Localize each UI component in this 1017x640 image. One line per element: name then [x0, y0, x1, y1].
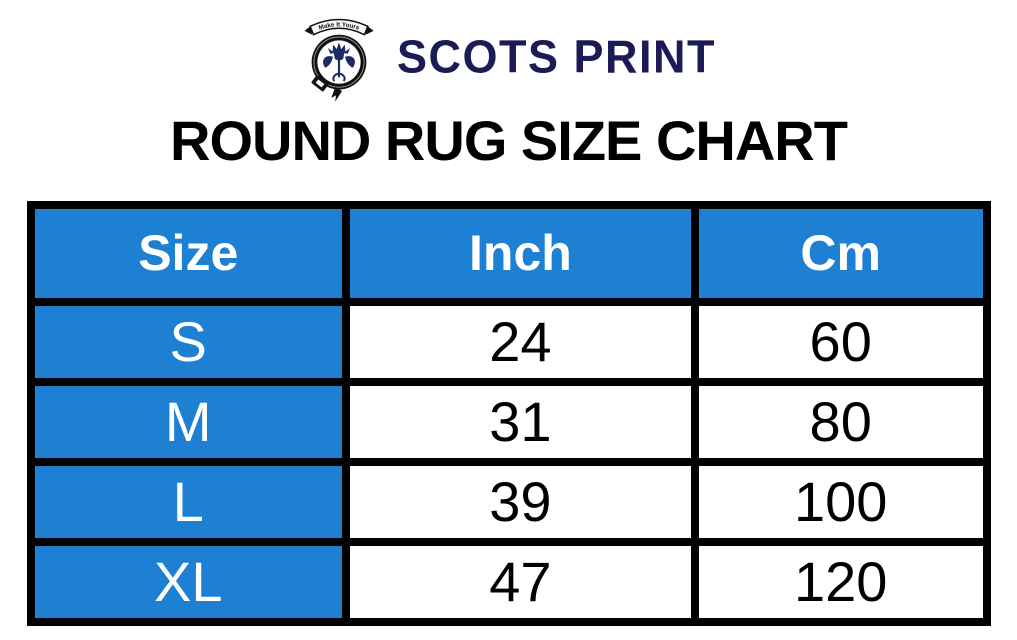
size-cell: M	[26, 377, 350, 466]
logo: Make It Yours SCOTS PRINT	[0, 0, 1017, 102]
table-row-m: M 31 80	[26, 377, 991, 466]
table-row-xl: XL 47 120	[26, 537, 991, 626]
inch-cell: 47	[341, 537, 699, 626]
scots-print-crest-icon: Make It Yours	[304, 18, 374, 102]
thistle-icon	[323, 42, 355, 78]
cm-cell: 100	[690, 457, 991, 546]
header-cell-cm: Cm	[690, 200, 991, 306]
table-row-l: L 39 100	[26, 457, 991, 546]
crest-motto-text: Make It Yours	[318, 21, 361, 32]
cm-cell: 80	[690, 377, 991, 466]
page-title: ROUND RUG SIZE CHART	[170, 109, 848, 172]
size-cell: XL	[26, 537, 350, 626]
inch-cell: 24	[341, 297, 699, 386]
inch-cell: 39	[341, 457, 699, 546]
size-cell: L	[26, 457, 350, 546]
cm-cell: 120	[690, 537, 991, 626]
size-cell: S	[26, 297, 350, 386]
table-row-s: S 24 60	[26, 297, 991, 386]
header-cell-size: Size	[26, 200, 350, 306]
brand-name: SCOTS PRINT	[396, 29, 717, 83]
crest-buckle	[311, 75, 329, 92]
inch-cell: 31	[341, 377, 699, 466]
cm-cell: 60	[690, 297, 991, 386]
size-chart-table: Size Inch Cm S 24 60 M 31 80 L 39 100	[26, 200, 991, 626]
header-row: Size Inch Cm	[26, 200, 991, 306]
header-cell-inch: Inch	[341, 200, 699, 306]
